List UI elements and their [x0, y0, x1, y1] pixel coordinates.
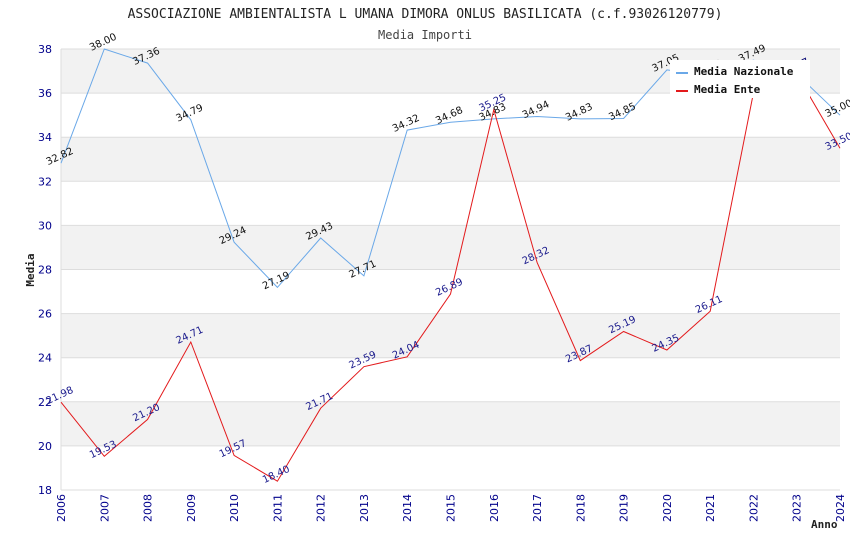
x-tick-label: 2012	[315, 494, 328, 522]
y-tick-label: 36	[38, 87, 52, 100]
legend-box	[670, 60, 810, 98]
chart-title: ASSOCIAZIONE AMBIENTALISTA L UMANA DIMOR…	[128, 7, 723, 22]
y-tick-label: 30	[38, 219, 52, 232]
x-tick-labels: 2006 2007 2008 2009 2010 2011 2012 2013 2014 2015…	[55, 494, 847, 522]
x-tick-label: 2006	[55, 494, 68, 522]
y-tick-label: 26	[38, 308, 52, 321]
chart-subtitle: Media Importi	[378, 28, 472, 42]
grid-band	[61, 269, 840, 314]
legend-label-media-ente: Media Ente	[694, 83, 761, 96]
y-tick-label: 20	[38, 440, 52, 453]
y-tick-label: 28	[38, 264, 52, 277]
plot-background-bands	[61, 49, 840, 490]
x-tick-label: 2022	[747, 494, 760, 522]
y-axis-label: Media	[24, 253, 37, 286]
x-tick-label: 2019	[618, 494, 631, 522]
grid-band	[61, 137, 840, 182]
y-tick-label: 18	[38, 484, 52, 497]
x-tick-label: 2011	[271, 494, 284, 522]
legend-label-media-nazionale: Media Nazionale	[694, 65, 794, 78]
gridlines	[60, 48, 840, 491]
x-tick-label: 2016	[488, 494, 501, 522]
x-tick-label: 2023	[791, 494, 804, 522]
x-axis-label: Anno	[811, 518, 838, 531]
grid-band	[61, 181, 840, 226]
y-tick-label: 24	[38, 352, 52, 365]
y-tick-label: 32	[38, 175, 52, 188]
x-tick-label: 2018	[574, 494, 587, 522]
x-tick-label: 2015	[445, 494, 458, 522]
series-line-media-ente	[60, 73, 841, 482]
legend: Media Nazionale Media Ente	[670, 60, 810, 98]
x-tick-label: 2008	[142, 494, 155, 522]
grid-band	[61, 357, 840, 402]
x-tick-label: 2009	[185, 494, 198, 522]
x-tick-label: 2020	[661, 494, 674, 522]
x-tick-label: 2007	[98, 494, 111, 522]
grid-band	[61, 401, 840, 446]
x-tick-label: 2013	[358, 494, 371, 522]
x-tick-label: 2014	[401, 494, 414, 522]
grid-band	[61, 225, 840, 270]
x-tick-label: 2010	[228, 494, 241, 522]
y-tick-label: 22	[38, 396, 52, 409]
x-tick-label: 2021	[704, 494, 717, 522]
x-tick-label: 2017	[531, 494, 544, 522]
grid-band	[61, 445, 840, 490]
y-tick-label: 34	[38, 131, 52, 144]
x-tick-label: 2024	[834, 494, 847, 522]
grid-band	[61, 93, 840, 138]
y-tick-label: 38	[38, 43, 52, 56]
grid-band	[61, 313, 840, 358]
y-tick-labels: 18 20 22 24 26 28 30 32 34 36 38	[38, 43, 52, 497]
